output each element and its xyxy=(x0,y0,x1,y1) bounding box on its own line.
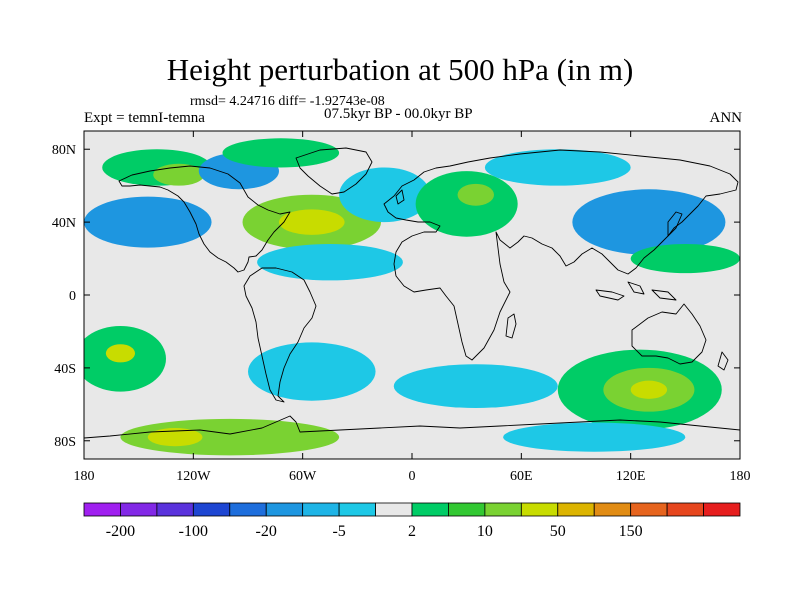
x-tick-label: 60W xyxy=(289,469,317,484)
contour-region xyxy=(153,163,205,186)
x-tick-label: 0 xyxy=(409,469,416,484)
colorbar-swatch xyxy=(83,502,121,517)
map-title: Height perturbation at 500 hPa (in m) xyxy=(166,52,634,87)
contour-region xyxy=(630,243,740,274)
contour-region xyxy=(484,149,631,186)
colorbar-swatch xyxy=(703,502,741,517)
coastline-british-isles xyxy=(395,189,405,205)
colorbar-swatch xyxy=(593,502,632,517)
contour-region xyxy=(248,342,376,401)
coastline-indonesia xyxy=(595,281,677,301)
colorbar-swatch xyxy=(375,502,413,517)
contour-fields xyxy=(84,138,740,456)
colorbar-swatch xyxy=(265,502,304,517)
x-tick-label: 60E xyxy=(510,469,533,484)
period-label: 07.5kyr BP - 00.0kyr BP xyxy=(324,106,473,122)
colorbar: -200 -100 -20 -5 2 10 50 150 xyxy=(83,502,741,540)
coastline-south-america xyxy=(243,267,317,403)
contour-region xyxy=(503,422,686,452)
coastline-eurasia-africa xyxy=(383,149,739,361)
coastline-new-zealand xyxy=(717,351,729,371)
colorbar-swatch xyxy=(557,502,595,517)
experiment-label: Expt = temnI-temna xyxy=(84,110,205,126)
colorbar-swatch xyxy=(484,502,522,517)
contour-region xyxy=(630,380,668,399)
colorbar-swatch xyxy=(192,502,231,517)
stats-readout: rmsd= 4.24716 diff= -1.92743e-08 xyxy=(190,94,385,109)
colorbar-swatch xyxy=(630,502,668,517)
colorbar-swatch xyxy=(520,502,559,517)
contour-region xyxy=(147,428,203,447)
contour-region xyxy=(105,344,136,363)
contour-region xyxy=(84,196,212,248)
colorbar-label: 2 xyxy=(408,523,416,540)
colorbar-label: -100 xyxy=(179,523,208,540)
colorbar-label: -200 xyxy=(106,523,135,540)
colorbar-swatch xyxy=(156,502,194,517)
y-tick-label: 40N xyxy=(52,216,76,231)
colorbar-swatch xyxy=(229,502,267,517)
season-label: ANN xyxy=(709,110,743,126)
colorbar-swatch xyxy=(666,502,704,517)
coastlines xyxy=(84,147,740,439)
colorbar-label: 50 xyxy=(550,523,566,540)
x-tick-label: 180 xyxy=(74,469,95,484)
coastline-australia xyxy=(631,303,707,365)
contour-region xyxy=(457,183,494,206)
contour-region xyxy=(278,209,345,235)
coastline-antarctica xyxy=(84,415,740,439)
colorbar-swatch xyxy=(338,502,376,517)
coastline-madagascar xyxy=(505,313,517,339)
colorbar-swatch xyxy=(411,502,449,517)
contour-region xyxy=(572,189,726,255)
y-tick-label: 40S xyxy=(54,362,76,377)
contour-region xyxy=(339,167,431,223)
colorbar-swatch xyxy=(448,502,486,517)
contour-region xyxy=(393,364,558,408)
x-tick-label: 120W xyxy=(176,469,211,484)
coastline-north-america xyxy=(118,165,291,273)
colorbar-swatch xyxy=(302,502,340,517)
x-tick-label: 120E xyxy=(616,469,646,484)
x-axis: 180 120W 60W 0 60E 120E 180 xyxy=(74,131,751,484)
colorbar-swatch xyxy=(120,502,158,517)
coastline-greenland xyxy=(295,147,373,195)
coastline-japan xyxy=(667,211,683,237)
y-tick-label: 80S xyxy=(54,435,76,450)
colorbar-label: -5 xyxy=(332,523,345,540)
y-axis: 80N 40N 0 40S 80S xyxy=(52,143,740,450)
colorbar-label: 10 xyxy=(477,523,493,540)
colorbar-label: 150 xyxy=(619,523,643,540)
contour-region xyxy=(222,138,340,168)
x-tick-label: 180 xyxy=(730,469,751,484)
contour-region xyxy=(257,243,403,281)
colorbar-label: -20 xyxy=(256,523,277,540)
y-tick-label: 0 xyxy=(69,289,76,304)
y-tick-label: 80N xyxy=(52,143,76,158)
